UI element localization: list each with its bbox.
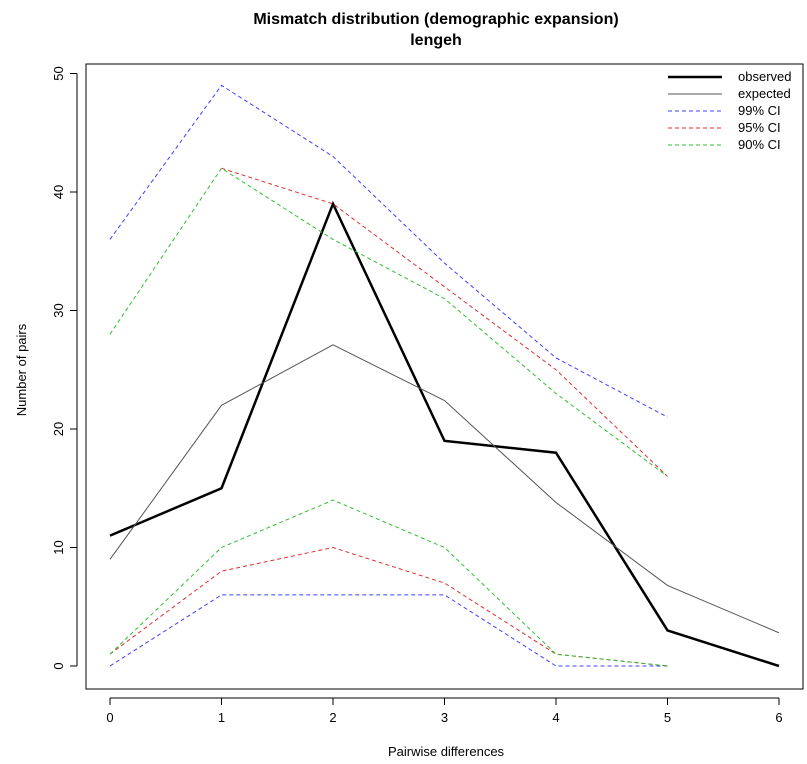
series-90-ci-lower-line [109,499,668,667]
series-observed-line [109,200,780,668]
legend-label-observed: observed [738,69,791,84]
chart-title: Mismatch distribution (demographic expan… [253,11,618,28]
legend: observed expected 99% CI 95% CI 90% CI [668,69,791,152]
legend-label-99-ci: 99% CI [738,103,781,118]
plot-frame [85,63,804,690]
y-axis: 0 10 20 30 40 50 [51,66,78,670]
x-tick-label: 3 [441,710,448,725]
y-tick-label: 40 [51,185,66,199]
legend-label-expected: expected [738,86,791,101]
y-tick-label: 0 [51,662,66,669]
series-99-ci-upper-line [109,84,668,418]
legend-label-95-ci: 95% CI [738,120,781,135]
chart-subtitle: lengeh [410,32,462,49]
series-95-ci-upper-line [221,167,668,477]
x-tick-label: 6 [775,710,782,725]
y-tick-label: 20 [51,422,66,436]
x-axis: 0 1 2 3 4 5 6 [106,697,783,725]
x-axis-label: Pairwise differences [388,744,505,759]
series-90-ci-upper-line [109,167,668,477]
x-tick-label: 0 [106,710,113,725]
series-layer [109,84,780,668]
y-tick-label: 50 [51,66,66,80]
y-tick-label: 30 [51,303,66,317]
y-axis-label: Number of pairs [14,323,29,416]
series-99-ci-lower-line [109,594,668,667]
legend-label-90-ci: 90% CI [738,137,781,152]
x-tick-label: 1 [218,710,225,725]
y-tick-label: 10 [51,540,66,554]
x-tick-label: 5 [664,710,671,725]
series-95-ci-lower-line [109,546,668,667]
x-tick-label: 2 [329,710,336,725]
x-tick-label: 4 [552,710,559,725]
series-expected-line [109,344,780,634]
